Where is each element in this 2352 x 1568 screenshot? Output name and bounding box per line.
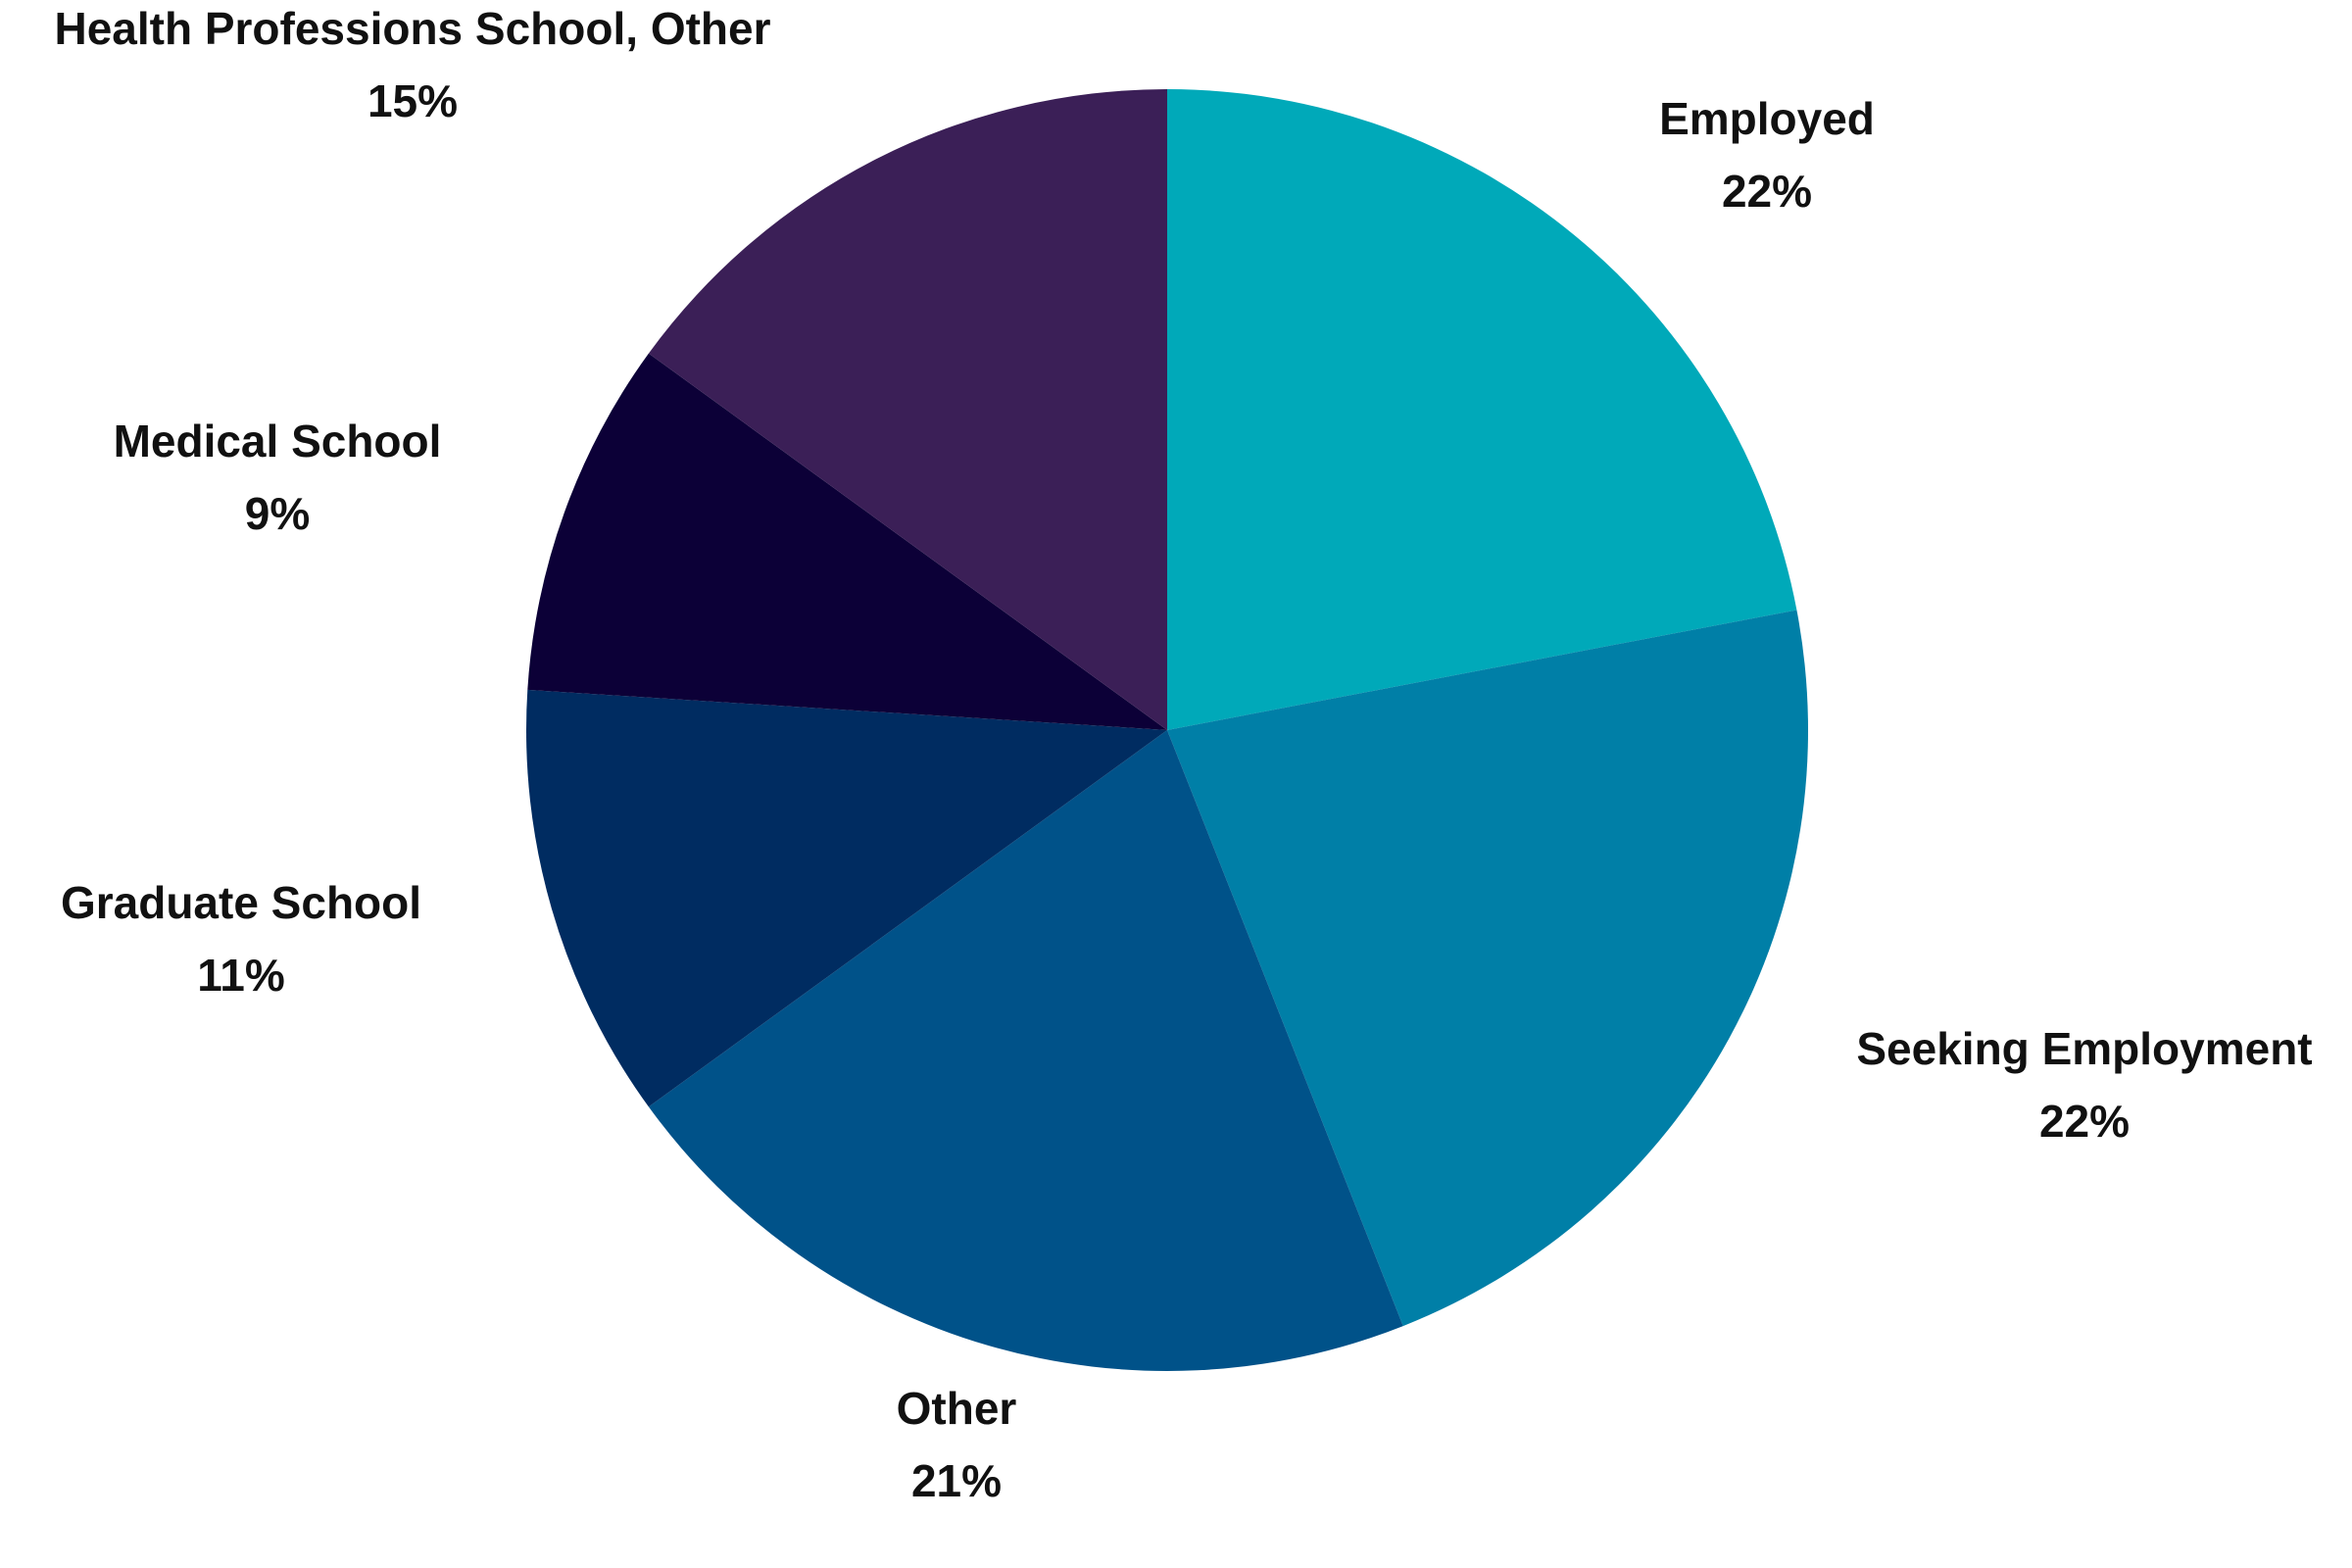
pie-slice (527, 353, 1167, 730)
slice-value-label: 9% (245, 488, 310, 539)
pie-slice (526, 689, 1167, 1107)
slice-label: Seeking Employment (1856, 1023, 2312, 1074)
slice-value-label: 21% (911, 1455, 1002, 1506)
slice-label: Medical School (114, 416, 442, 466)
slice-label: Graduate School (61, 877, 421, 928)
slice-value-label: 22% (1722, 166, 1812, 217)
pie-slice (1167, 610, 1809, 1327)
slice-label: Employed (1659, 93, 1875, 144)
pie-slice (1167, 89, 1797, 730)
pie-slice (648, 730, 1403, 1371)
slice-value-label: 22% (2039, 1096, 2130, 1147)
slice-label: Health Professions School, Other (54, 3, 770, 54)
slice-value-label: 11% (197, 950, 285, 1001)
pie-slice (648, 89, 1167, 730)
slice-label: Other (897, 1383, 1017, 1434)
slice-value-label: 15% (368, 75, 458, 126)
